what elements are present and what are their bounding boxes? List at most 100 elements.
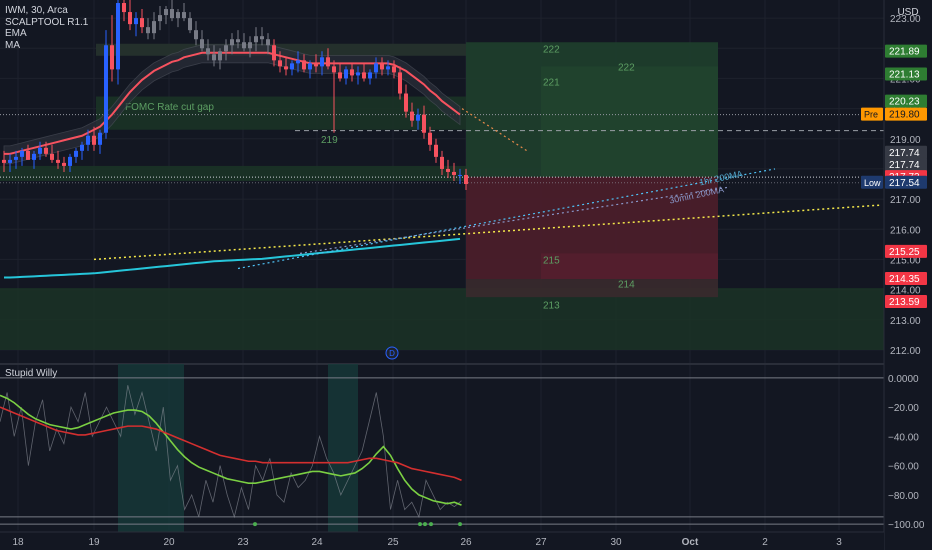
chart-legend[interactable]: IWM, 30, Arca SCALPTOOL R1.1 EMA MA [5,5,88,51]
indicator-label-ma[interactable]: MA [5,39,20,51]
ma-line [4,237,461,279]
price-label-box [885,157,927,171]
candle-body [8,159,12,163]
price-label-value: 215.25 [889,247,920,258]
candle-body [398,72,402,94]
oscillator-shaded-region [118,364,184,536]
candle-body [86,135,90,145]
price-label-value: 220.23 [889,97,920,108]
currency-button[interactable]: USD [897,6,919,18]
oscillator-title[interactable]: Stupid Willy [5,368,58,379]
target-zone-inner [541,66,718,177]
candle-body [38,147,42,154]
pane-separator [0,363,932,365]
candle-body [176,12,180,19]
price-label-value: 217.74 [889,160,920,171]
candle-body [356,72,360,76]
price-tick-label: 214.00 [890,286,921,297]
price-tick-label: 213.00 [890,316,921,327]
price-label-box [885,94,927,108]
candle-body [158,15,162,22]
osc-tick-label: −80.00 [888,491,919,502]
time-tick-label: 26 [460,537,472,548]
candle-body [56,159,60,163]
candle-body [92,135,96,145]
level-annotation: 221 [543,77,560,88]
price-label-box [885,44,927,58]
candle-body [350,69,354,76]
candle-body [386,66,390,70]
osc-signal-dot [253,522,257,527]
candle-body [140,18,144,28]
candle-body [434,144,438,157]
time-tick-label: 2 [762,537,768,548]
candle-body [62,162,66,166]
time-axis-bg [0,532,884,550]
level-annotation: 213 [543,301,560,312]
candle-body [74,150,78,157]
support-band-218 [0,165,466,181]
osc-tick-label: −40.00 [888,432,919,443]
candle-body [248,42,252,49]
price-label-tag-box [861,175,883,189]
level-annotation: 215 [543,255,560,266]
indicator-label-ema[interactable]: EMA [5,28,27,39]
oscillator-line [0,394,462,506]
candle-body [50,153,54,160]
fomc-gap-label: FOMC Rate cut gap [125,102,214,113]
stop-zone-inner [541,253,718,280]
price-label-value: 214.35 [889,274,920,285]
osc-tick-label: −100.00 [888,520,925,531]
price-label-value: 221.13 [889,70,920,81]
candle-body [440,156,444,169]
candle-body [116,3,120,70]
price-label-box [885,244,927,258]
oscillator-shaded-region [328,364,358,536]
candle-body [122,3,126,13]
candle-body [44,147,48,154]
price-label-box [885,145,927,159]
candle-body [446,168,450,172]
candle-body [314,63,318,67]
candle-body [428,132,432,145]
candle-body [212,54,216,61]
support-zone-213 [0,288,884,350]
candle-body [452,171,456,175]
candle-body [110,45,114,70]
candle-body [410,111,414,121]
candle-body [80,144,84,151]
candle-body [68,156,72,166]
candle-body [32,153,36,160]
candle-body [458,174,462,176]
osc-tick-label: 0.0000 [888,374,919,385]
candle-body [374,63,378,73]
candle-body [464,174,468,185]
candle-body [284,66,288,70]
price-tick-label: 219.00 [890,135,921,146]
price-label-tag: Low [864,178,881,188]
time-tick-label: 20 [163,537,175,548]
price-label-tag-box [861,107,883,121]
symbol-title: IWM, 30, Arca [5,5,68,16]
price-label-value: 213.59 [889,297,920,308]
price-label-box [885,107,927,121]
indicator-label-scalptool[interactable]: SCALPTOOL R1.1 [5,16,89,28]
candle-body [20,150,24,157]
candle-body [2,159,6,163]
candle-body [296,60,300,64]
yellow-trendline [93,204,881,261]
price-tick-label: 215.00 [890,255,921,266]
candle-body [206,48,210,55]
osc-signal-dot [423,522,427,527]
candle-body [104,45,108,133]
candle-body [128,12,132,25]
candle-body [194,30,198,40]
candle-body [98,132,102,145]
stop-zone-lower [466,279,718,298]
price-label-value: 217.54 [889,178,920,189]
level-annotation: 222 [543,44,560,55]
osc-tick-label: −60.00 [888,462,919,473]
candle-body [308,63,312,70]
candle-body [200,39,204,49]
